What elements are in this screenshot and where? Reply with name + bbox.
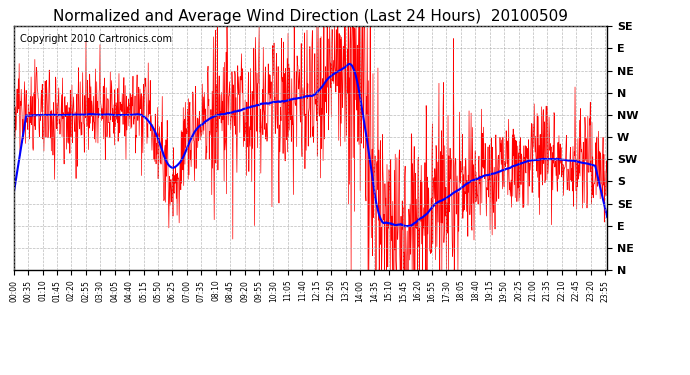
Text: Copyright 2010 Cartronics.com: Copyright 2010 Cartronics.com [20, 34, 172, 44]
Title: Normalized and Average Wind Direction (Last 24 Hours)  20100509: Normalized and Average Wind Direction (L… [53, 9, 568, 24]
